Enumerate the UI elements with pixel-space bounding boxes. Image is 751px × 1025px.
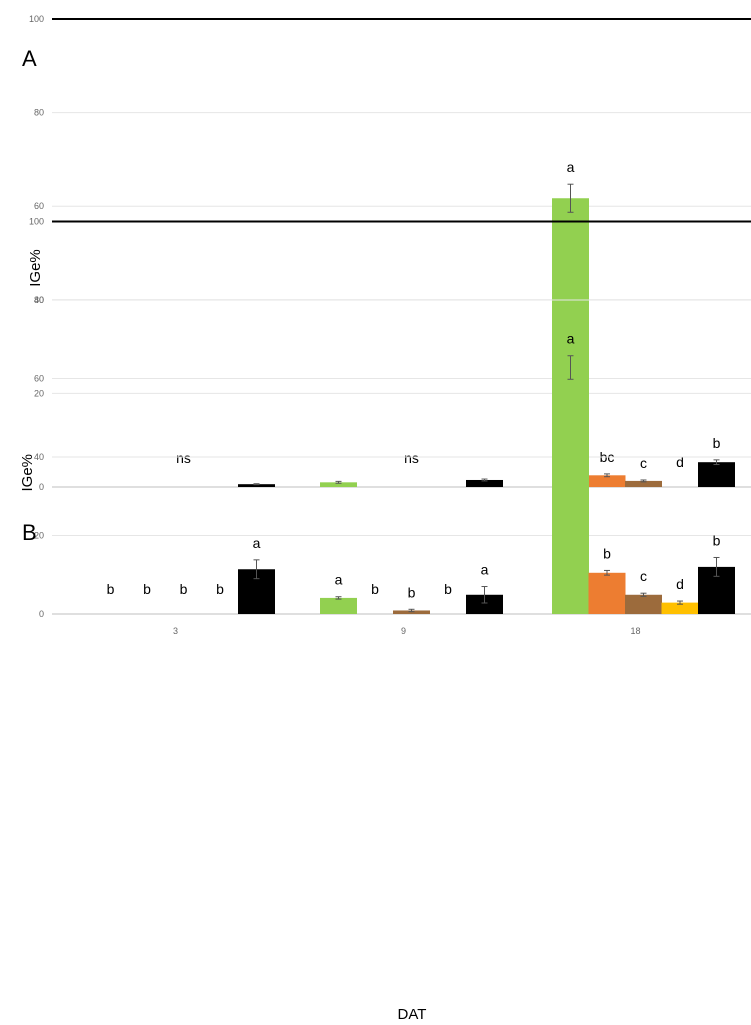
significance-label: c xyxy=(640,568,647,584)
y-tick-label: 20 xyxy=(34,531,44,541)
x-tick-label: 18 xyxy=(630,626,640,636)
bar xyxy=(238,484,275,487)
bar xyxy=(466,479,503,487)
bar xyxy=(698,462,735,487)
y-tick-label: 100 xyxy=(29,217,44,227)
significance-label: b xyxy=(180,581,188,597)
significance-label: a xyxy=(481,562,489,578)
y-tick-label: 0 xyxy=(39,482,44,492)
y-axis-label: IGe% xyxy=(27,249,44,287)
y-tick-label: 60 xyxy=(34,374,44,384)
bar xyxy=(552,367,589,614)
bar xyxy=(588,572,626,614)
y-tick-label: 40 xyxy=(34,452,44,462)
y-tick-label: 0 xyxy=(39,609,44,619)
significance-label: a xyxy=(253,535,261,551)
y-tick-label: 80 xyxy=(34,108,44,118)
bar xyxy=(661,602,699,614)
x-tick-label: 3 xyxy=(173,626,178,636)
significance-label: a xyxy=(567,331,575,347)
significance-label: d xyxy=(676,454,684,470)
significance-label: b xyxy=(107,581,115,597)
significance-label: b xyxy=(408,584,416,600)
y-tick-label: 100 xyxy=(29,14,44,24)
significance-label: c xyxy=(640,455,647,471)
significance-label: b xyxy=(713,532,721,548)
y-tick-label: 20 xyxy=(34,388,44,398)
significance-label: d xyxy=(676,576,684,592)
panel-b-chart: 0 20 40 60 80 100 B IGe% DAT b b b b a 3 a b b b a 9 a b c d b 18 xyxy=(19,217,751,1023)
bar xyxy=(625,480,662,487)
significance-label: b xyxy=(371,581,379,597)
significance-label: b xyxy=(603,545,611,561)
panel-label: A xyxy=(22,46,37,71)
bar xyxy=(466,594,503,614)
group-significance-label: ns xyxy=(404,450,419,466)
bar xyxy=(393,610,430,614)
bar xyxy=(320,482,357,487)
significance-label: a xyxy=(567,159,575,175)
significance-label: b xyxy=(444,581,452,597)
significance-label: a xyxy=(335,572,343,588)
significance-label: b xyxy=(216,581,224,597)
y-tick-label: 40 xyxy=(34,295,44,305)
bar xyxy=(320,597,357,614)
significance-label: b xyxy=(143,581,151,597)
x-tick-label: 9 xyxy=(401,626,406,636)
y-tick-label: 80 xyxy=(34,295,44,305)
panel-label: B xyxy=(22,520,37,545)
bar xyxy=(625,594,662,614)
y-axis-label: IGe% xyxy=(19,454,36,492)
significance-label: b xyxy=(713,435,721,451)
group-significance-label: ns xyxy=(176,450,191,466)
y-tick-label: 60 xyxy=(34,201,44,211)
x-axis-label: DAT xyxy=(398,1006,427,1023)
bar xyxy=(588,475,626,487)
